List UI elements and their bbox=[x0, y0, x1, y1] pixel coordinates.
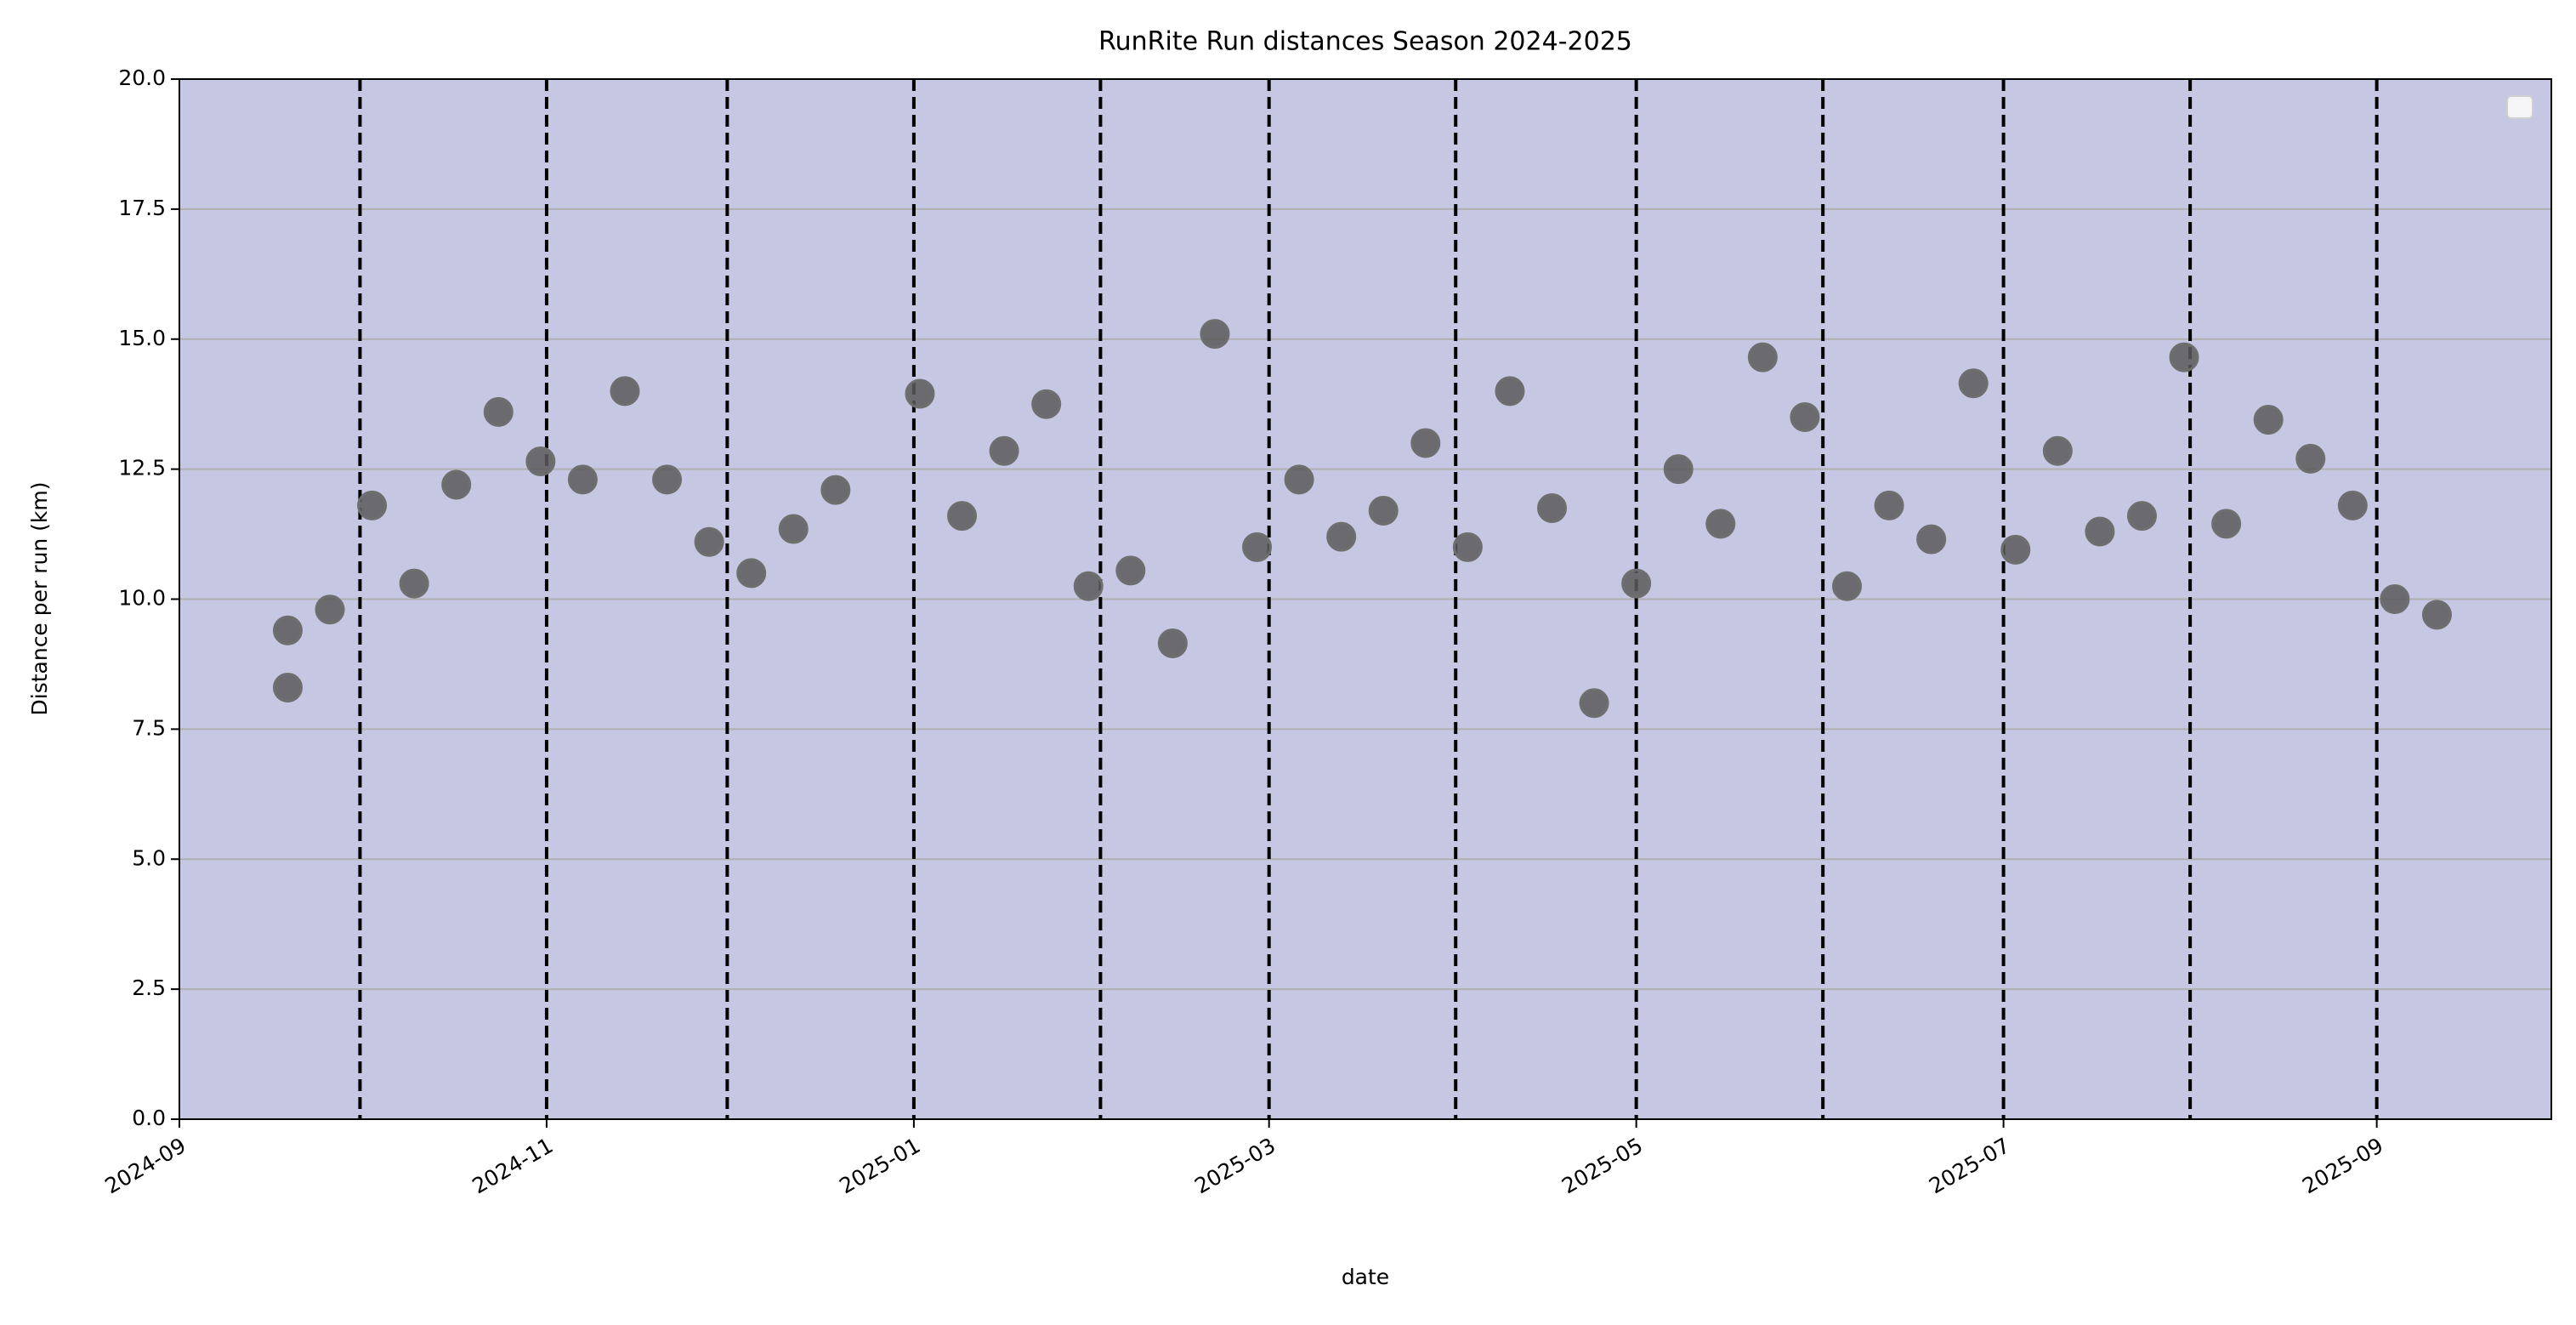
data-point bbox=[2295, 443, 2326, 474]
data-point bbox=[1831, 571, 1862, 601]
data-point bbox=[1958, 368, 1989, 399]
data-point bbox=[1031, 389, 1062, 419]
data-point bbox=[1537, 492, 1568, 523]
data-point bbox=[947, 501, 978, 532]
data-point bbox=[1452, 532, 1483, 562]
data-point bbox=[1621, 568, 1652, 599]
data-point bbox=[1579, 688, 1609, 719]
x-tick-label: 2024-09 bbox=[101, 1133, 190, 1198]
data-point bbox=[820, 475, 851, 505]
data-point bbox=[2211, 509, 2242, 539]
data-point bbox=[2169, 342, 2199, 372]
y-tick-label: 7.5 bbox=[132, 715, 166, 740]
y-tick-label: 15.0 bbox=[118, 326, 166, 350]
data-point bbox=[272, 615, 303, 645]
legend-box bbox=[2506, 95, 2533, 119]
x-tick-label: 2025-09 bbox=[2298, 1133, 2387, 1198]
data-point bbox=[610, 376, 640, 407]
x-tick-label: 2025-05 bbox=[1558, 1133, 1647, 1198]
y-tick-label: 20.0 bbox=[118, 65, 166, 90]
data-point bbox=[1747, 342, 1778, 372]
x-axis-label: date bbox=[1342, 1265, 1389, 1289]
data-point bbox=[1790, 401, 1820, 432]
data-point bbox=[694, 526, 724, 557]
y-axis-label: Distance per run (km) bbox=[27, 482, 52, 716]
data-point bbox=[1115, 555, 1146, 586]
data-point bbox=[1284, 464, 1314, 495]
data-point bbox=[483, 396, 513, 427]
data-point bbox=[441, 469, 472, 500]
data-point bbox=[652, 464, 683, 495]
plot-frame bbox=[179, 78, 2552, 1120]
data-point bbox=[736, 558, 767, 589]
data-point bbox=[2126, 501, 2157, 532]
y-tick-label: 17.5 bbox=[118, 196, 166, 220]
data-point bbox=[1073, 571, 1104, 601]
x-tick-label: 2024-11 bbox=[468, 1133, 557, 1198]
data-point bbox=[2337, 490, 2368, 520]
data-point bbox=[1242, 532, 1273, 562]
data-point bbox=[315, 594, 345, 625]
x-tick-label: 2025-01 bbox=[835, 1133, 924, 1198]
data-point bbox=[2000, 534, 2031, 565]
y-tick-label: 2.5 bbox=[132, 975, 166, 1000]
data-point bbox=[357, 490, 388, 520]
data-point bbox=[399, 568, 429, 599]
data-point bbox=[1916, 524, 1947, 554]
data-point bbox=[989, 435, 1019, 466]
data-point bbox=[1663, 454, 1694, 485]
chart-title: RunRite Run distances Season 2024-2025 bbox=[1098, 27, 1632, 57]
data-point bbox=[1326, 521, 1357, 552]
y-tick-label: 5.0 bbox=[132, 845, 166, 870]
data-point bbox=[567, 464, 598, 495]
y-tick-label: 10.0 bbox=[118, 586, 166, 611]
data-point bbox=[1874, 490, 1904, 520]
data-point bbox=[1705, 509, 1736, 539]
data-point bbox=[1200, 319, 1230, 350]
data-point bbox=[1495, 376, 1525, 407]
data-point bbox=[2253, 405, 2284, 435]
data-point bbox=[272, 672, 303, 702]
data-point bbox=[2042, 435, 2073, 466]
y-tick-label: 0.0 bbox=[132, 1106, 166, 1130]
data-point bbox=[2421, 600, 2452, 630]
data-point bbox=[1410, 428, 1441, 458]
data-point bbox=[1368, 496, 1399, 526]
data-point bbox=[778, 514, 809, 544]
data-point bbox=[525, 446, 556, 476]
x-tick-label: 2025-07 bbox=[1925, 1133, 2014, 1198]
y-tick-label: 12.5 bbox=[118, 456, 166, 481]
data-point bbox=[2380, 584, 2410, 614]
x-tick-label: 2025-03 bbox=[1190, 1133, 1279, 1198]
data-point bbox=[905, 378, 935, 409]
data-point bbox=[1157, 628, 1188, 658]
data-point bbox=[2085, 516, 2115, 547]
